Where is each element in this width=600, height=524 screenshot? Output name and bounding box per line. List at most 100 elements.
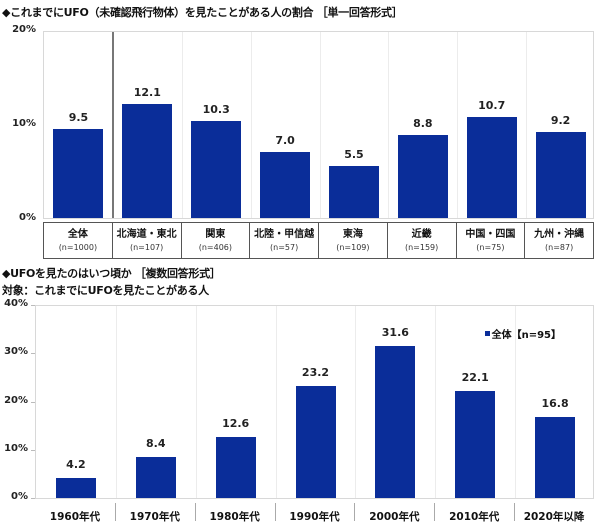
category-divider: [111, 32, 114, 218]
sample-size: (n=87): [545, 243, 574, 252]
value-label: 31.6: [381, 325, 409, 339]
y-tick-label: 30%: [4, 346, 28, 358]
x-category-label: 2000年代: [369, 511, 420, 523]
category-cell: 東海 (n=109): [318, 223, 387, 258]
sample-size: (n=109): [336, 243, 370, 252]
value-label: 9.5: [68, 110, 89, 124]
legend-swatch-icon: [484, 331, 490, 336]
category-divider: [435, 306, 437, 498]
y-tick-label: 0%: [11, 491, 28, 502]
x-category-label: 1990年代: [289, 511, 340, 523]
y-tick-label: 10%: [4, 442, 28, 454]
x-category-divider: [114, 503, 116, 521]
category-cell: 全体 (n=1000): [44, 223, 112, 258]
category-label: 東海: [342, 229, 363, 240]
x-category-label: 2020年以降: [523, 511, 585, 523]
chart1-title: ◆これまでにUFO（未確認飛行物体）を見たことがある人の割合 ［単一回答形式］: [2, 6, 403, 19]
sample-size: (n=107): [129, 243, 164, 252]
x-category-label: 1970年代: [129, 511, 180, 523]
category-label: 北陸・甲信越: [254, 229, 315, 240]
bar: [215, 437, 256, 498]
bar: [55, 477, 96, 498]
x-category-divider: [194, 503, 196, 521]
category-divider: [457, 32, 459, 218]
value-label: 8.4: [146, 437, 166, 451]
bar: [375, 345, 416, 498]
legend-label: 全体【n=95】: [491, 330, 561, 341]
value-label: 10.3: [202, 103, 230, 117]
y-tick-mark: [31, 305, 36, 306]
category-label: 中国・四国: [465, 229, 516, 240]
y-tick-mark: [31, 401, 36, 403]
category-label: 関東: [205, 229, 226, 240]
category-label: 全体: [67, 229, 88, 240]
x-category-divider: [514, 503, 516, 521]
value-label: 12.6: [222, 417, 250, 431]
category-divider: [319, 32, 321, 218]
category-cell: 中国・四国 (n=75): [455, 223, 525, 258]
category-divider: [250, 32, 252, 218]
value-label: 16.8: [541, 396, 569, 410]
y-tick-mark: [31, 449, 36, 451]
category-divider: [388, 32, 390, 218]
x-category-label: 1960年代: [49, 511, 101, 523]
value-label: 7.0: [275, 134, 295, 148]
bar: [191, 121, 242, 218]
y-tick-label: 20%: [12, 24, 36, 35]
chart1-category-table: 全体 (n=1000) 北海道・東北 (n=107) 関東 (n=406) 北陸・甲信越 (n…: [43, 222, 594, 259]
category-divider: [275, 306, 277, 498]
category-divider: [115, 306, 117, 498]
bar: [122, 104, 173, 218]
bar: [397, 135, 448, 218]
bar: [135, 457, 176, 498]
sample-size: (n=75): [476, 243, 505, 252]
category-divider: [355, 306, 357, 498]
bar: [455, 391, 496, 498]
chart2-legend: 全体【n=95】: [484, 326, 561, 341]
y-tick-label: 10%: [12, 118, 36, 129]
category-divider: [515, 306, 517, 498]
y-tick-label: 40%: [4, 298, 28, 309]
sample-size: (n=1000): [58, 243, 98, 252]
y-tick-label: 0%: [19, 212, 36, 223]
category-label: 近畿: [411, 229, 432, 240]
category-cell: 九州・沖縄 (n=87): [524, 223, 593, 258]
sample-size: (n=406): [198, 243, 233, 252]
value-label: 10.7: [478, 99, 506, 113]
x-category-divider: [274, 503, 276, 521]
value-label: 23.2: [301, 366, 330, 380]
y-tick-mark: [31, 498, 36, 499]
y-tick-mark: [31, 353, 36, 355]
category-label: 北海道・東北: [116, 229, 177, 240]
category-cell: 近畿 (n=159): [386, 223, 456, 258]
chart2-title: ◆UFOを見たのはいつ頃か ［複数回答形式］: [2, 267, 221, 280]
value-label: 22.1: [461, 371, 489, 385]
chart2-plot-area: 全体【n=95】 4.2 8.4 12.6 23.2 31.6 22.1 16.8: [35, 305, 594, 499]
x-category-divider: [434, 503, 436, 521]
category-label: 九州・沖縄: [534, 229, 585, 240]
bar: [535, 416, 576, 498]
value-label: 8.8: [413, 117, 433, 131]
x-category-label: 1980年代: [209, 511, 260, 523]
bar: [260, 152, 311, 218]
category-divider: [526, 32, 528, 218]
y-tick-label: 20%: [4, 394, 28, 406]
bar: [328, 166, 379, 218]
x-category-divider: [354, 503, 356, 521]
sample-size: (n=57): [270, 243, 299, 252]
chart2-subtitle: 対象：これまでにUFOを見たことがある人: [2, 284, 209, 297]
sample-size: (n=159): [404, 243, 439, 252]
bar: [466, 117, 517, 218]
chart1-plot-area: 9.5 12.1 10.3 7.0 5.5 8.8 10.7 9.2: [43, 31, 594, 219]
x-category-label: 2010年代: [449, 511, 500, 523]
value-label: 12.1: [133, 86, 161, 100]
category-cell: 北海道・東北 (n=107): [111, 223, 181, 258]
category-divider: [195, 306, 197, 498]
bar: [53, 128, 104, 218]
category-cell: 北陸・甲信越 (n=57): [249, 223, 318, 258]
category-cell: 関東 (n=406): [180, 223, 250, 258]
bar: [295, 386, 336, 498]
value-label: 5.5: [344, 148, 364, 162]
bar: [535, 131, 586, 218]
value-label: 9.2: [550, 113, 571, 127]
